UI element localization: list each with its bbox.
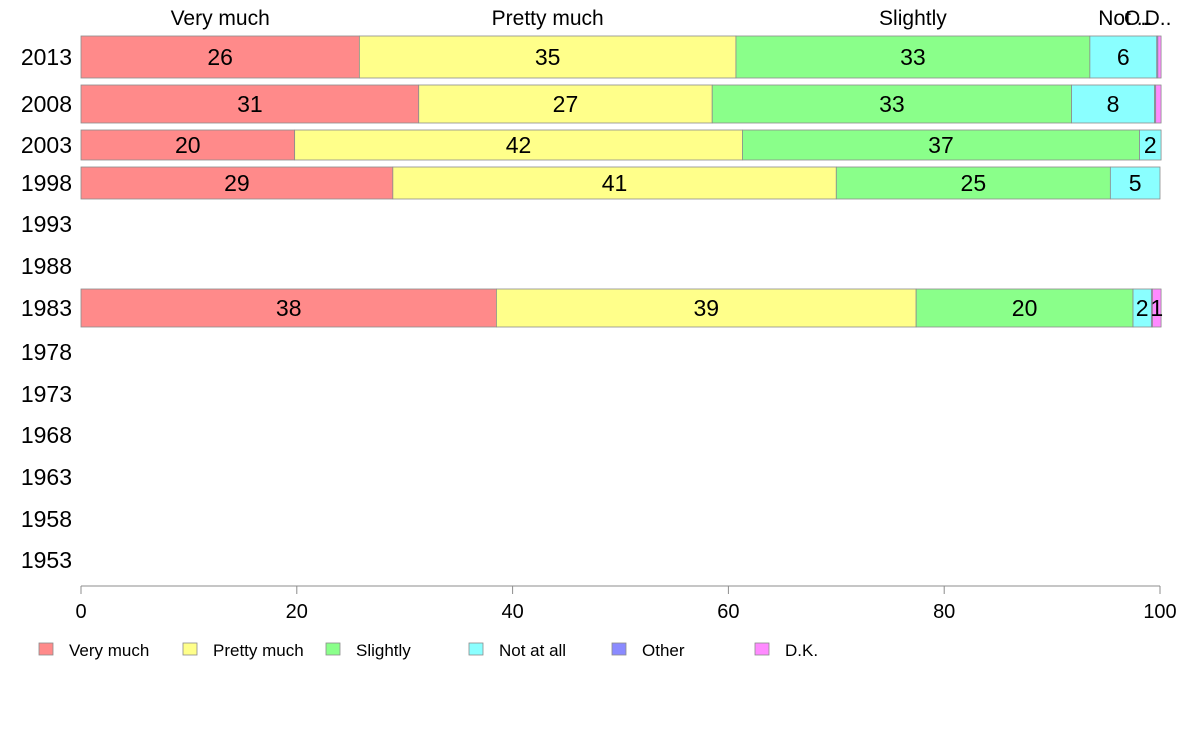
data-label: 39 <box>693 295 719 321</box>
bar-segment <box>1157 35 1162 79</box>
x-tick-label: 40 <box>501 601 523 623</box>
bar-segment <box>392 166 837 200</box>
y-tick-label: 2008 <box>21 91 72 117</box>
bar-segment <box>80 166 394 200</box>
x-tick-label: 20 <box>286 601 308 623</box>
legend-swatch <box>468 642 484 656</box>
top-series-labels: Very much Pretty much Slightly Not ..O..D.. <box>171 7 1172 30</box>
y-tick-label: 1978 <box>21 339 72 365</box>
data-labels-layer: 26 35 33 631 27 33 820 42 37 229 41 25 538 39 20 2 1 <box>175 44 1163 321</box>
y-tick-label: 1998 <box>21 170 72 196</box>
data-label: 26 <box>207 44 233 70</box>
bar-segment <box>496 288 917 328</box>
legend-swatch <box>611 642 627 656</box>
top-series-label: D.. <box>1145 7 1172 30</box>
legend-label: Other <box>642 641 685 660</box>
x-tick-label: 60 <box>717 601 739 623</box>
data-label: 29 <box>224 170 250 196</box>
y-tick-label: 1963 <box>21 464 72 490</box>
x-tick-label: 100 <box>1143 601 1176 623</box>
bar-segment <box>1155 84 1162 124</box>
bar-segment <box>735 35 1091 79</box>
bar-segment <box>711 84 1072 124</box>
legend-label: Not at all <box>499 641 566 660</box>
y-tick-label: 2003 <box>21 132 72 158</box>
bar-segment <box>80 288 497 328</box>
x-tick-label: 0 <box>75 601 86 623</box>
y-tick-label: 1988 <box>21 253 72 279</box>
bar-segment <box>1071 84 1156 124</box>
bar-segment <box>1109 166 1161 200</box>
bar-segment <box>418 84 713 124</box>
bar-segment <box>1089 35 1158 79</box>
data-label: 27 <box>553 91 579 117</box>
data-label: 33 <box>879 91 905 117</box>
legend-label: D.K. <box>785 641 818 660</box>
y-tick-label: 1973 <box>21 381 72 407</box>
bar-segment <box>835 166 1111 200</box>
data-label: 1 <box>1150 295 1163 321</box>
bar-segment <box>1139 129 1162 161</box>
legend-swatch <box>38 642 54 656</box>
data-label: 41 <box>602 170 628 196</box>
data-label: 25 <box>961 170 987 196</box>
data-label: 20 <box>1012 295 1038 321</box>
legend-swatch <box>182 642 198 656</box>
data-label: 33 <box>900 44 926 70</box>
data-label: 42 <box>506 132 532 158</box>
data-label: 37 <box>928 132 954 158</box>
x-axis: 0 20 40 60 80 100 <box>75 585 1177 623</box>
legend-swatch <box>325 642 341 656</box>
data-label: 8 <box>1107 91 1120 117</box>
bar-segment <box>358 35 737 79</box>
bar-segment <box>915 288 1134 328</box>
x-tick-label: 80 <box>933 601 955 623</box>
data-label: 20 <box>175 132 201 158</box>
y-tick-label: 1958 <box>21 506 72 532</box>
y-axis-labels: 2013 2008 2003 1998 1993 1988 1983 1978 1973 1968… <box>21 44 72 573</box>
top-series-label: Not .. <box>1098 7 1148 30</box>
bars-layer <box>80 35 1162 328</box>
data-label: 2 <box>1136 295 1149 321</box>
top-series-label: Pretty much <box>492 7 604 30</box>
data-label: 35 <box>535 44 561 70</box>
data-label: 31 <box>237 91 263 117</box>
top-series-label: Very much <box>171 7 270 30</box>
y-tick-label: 1993 <box>21 211 72 237</box>
bar-segment <box>1152 288 1162 328</box>
bar-segment <box>80 35 360 79</box>
top-series-label: Slightly <box>879 7 947 30</box>
data-label: 38 <box>276 295 302 321</box>
bar-segment <box>742 129 1140 161</box>
y-tick-label: 1953 <box>21 547 72 573</box>
legend-swatch <box>754 642 770 656</box>
legend-label: Very much <box>69 641 149 660</box>
legend: Very much Pretty much Slightly Not at all Ot… <box>38 641 818 660</box>
bar-segment <box>80 84 420 124</box>
top-series-label: O.. <box>1124 7 1152 30</box>
data-label: 6 <box>1117 44 1130 70</box>
data-label: 2 <box>1144 132 1157 158</box>
y-tick-label: 1983 <box>21 295 72 321</box>
legend-label: Pretty much <box>213 641 304 660</box>
bar-segment <box>294 129 743 161</box>
y-tick-label: 1968 <box>21 422 72 448</box>
y-tick-label: 2013 <box>21 44 72 70</box>
data-label: 5 <box>1129 170 1142 196</box>
legend-label: Slightly <box>356 641 411 660</box>
